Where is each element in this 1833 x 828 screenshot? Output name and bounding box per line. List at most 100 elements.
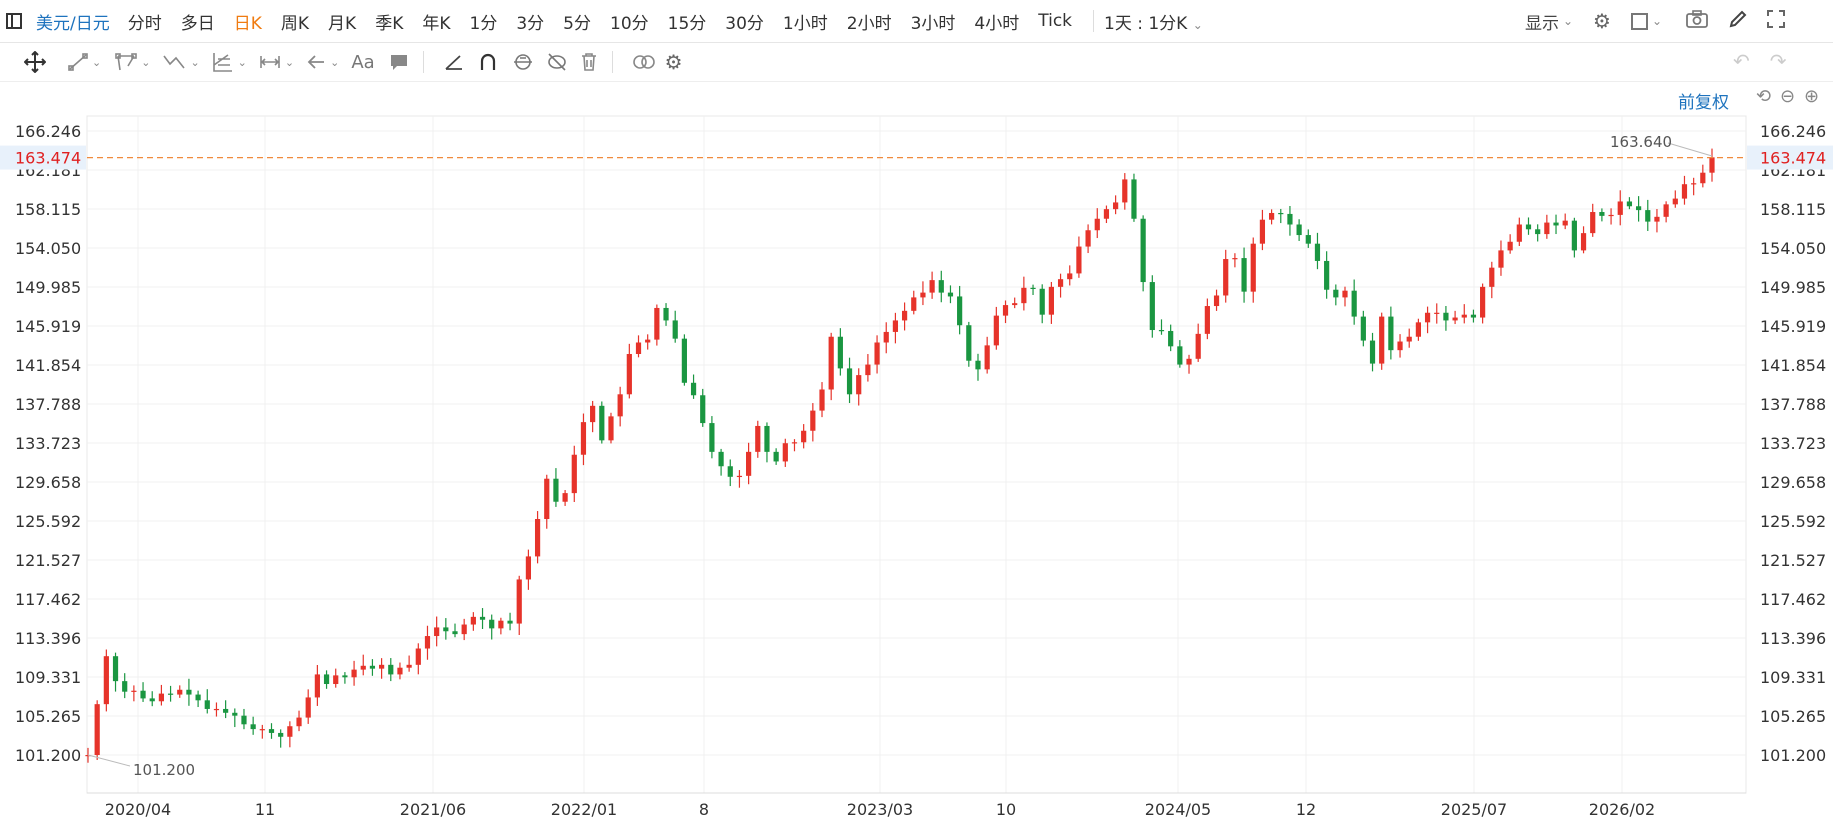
candle-body — [241, 715, 247, 725]
candle-body — [140, 690, 146, 699]
y-tick-label-right: 101.200 — [1760, 746, 1826, 765]
trend-line-tool[interactable]: ⌄ — [68, 53, 101, 71]
candle-body — [819, 389, 825, 411]
toolbar-divider — [1093, 10, 1095, 32]
fullscreen-icon[interactable] — [1766, 9, 1786, 34]
candle-body — [1709, 157, 1715, 173]
price-adjust-select[interactable]: 前复权 — [1678, 93, 1729, 113]
period-tab[interactable]: 4小时 — [974, 13, 1020, 34]
period-tab[interactable]: 分时 — [127, 13, 162, 34]
layout-square-icon[interactable] — [1630, 12, 1648, 30]
y-tick-label-right: 117.462 — [1760, 590, 1826, 609]
y-tick-label-left: 117.462 — [15, 590, 81, 609]
channel-tool[interactable]: ⌄ — [115, 52, 150, 72]
candle-body — [1204, 306, 1210, 334]
pencil-icon[interactable] — [1728, 9, 1748, 34]
candle-body — [1369, 340, 1376, 364]
candle-body — [599, 405, 605, 441]
undo-icon[interactable]: ↶ — [1733, 49, 1750, 73]
text-tool-icon[interactable]: Aa — [351, 51, 375, 73]
period-tab[interactable]: 3小时 — [910, 13, 956, 34]
y-tick-label-left: 154.050 — [15, 239, 81, 258]
sidebar-toggle-icon[interactable] — [6, 13, 22, 29]
candle-body — [947, 292, 954, 297]
x-tick-label: 2023/03 — [847, 800, 913, 819]
hide-drawings-icon[interactable] — [546, 52, 568, 72]
y-tick-label-right: 149.985 — [1760, 278, 1826, 297]
candle-body — [1002, 305, 1009, 316]
redo-icon[interactable]: ↷ — [1769, 49, 1787, 73]
candle-body — [1388, 316, 1394, 351]
candle-body — [856, 375, 862, 395]
period-tab[interactable]: 多日 — [180, 13, 215, 34]
chevron-down-icon: ⌄ — [141, 55, 151, 69]
trash-icon[interactable] — [580, 52, 598, 72]
candle-body — [920, 292, 926, 298]
period-tab[interactable]: 3分 — [516, 13, 545, 34]
period-tab[interactable]: 30分 — [725, 13, 764, 34]
zoom-out-icon[interactable]: ⊖ — [1780, 86, 1796, 107]
period-tab[interactable]: 10分 — [610, 13, 649, 34]
period-tab[interactable]: Tick — [1038, 11, 1073, 31]
candle-body — [177, 689, 183, 695]
fibonacci-tool[interactable]: ⌄ — [212, 51, 247, 73]
candle-body — [782, 443, 788, 462]
candle-body — [865, 364, 871, 376]
period-tab[interactable]: 2小时 — [846, 13, 892, 34]
candle-body — [645, 339, 651, 343]
chart-overlays: 163.474 163.474 163.640 101.200 — [0, 133, 1833, 779]
zoom-in-icon[interactable]: ⊕ — [1804, 86, 1820, 107]
y-tick-label-left: 141.854 — [15, 356, 81, 375]
candle-body — [1397, 341, 1403, 351]
candle-body — [993, 315, 999, 346]
period-tab[interactable]: 月K — [328, 13, 357, 34]
reset-icon[interactable]: ⟲ — [1756, 86, 1772, 107]
candle-body — [1333, 289, 1339, 298]
period-tab[interactable]: 15分 — [667, 13, 707, 34]
display-menu[interactable]: 显示 ⌄ — [1525, 0, 1573, 42]
y-tick-label-left: 129.658 — [15, 473, 81, 492]
candle-body — [755, 425, 761, 452]
period-tab-active[interactable]: 日K — [233, 13, 262, 34]
x-tick-label: 2025/07 — [1441, 800, 1507, 819]
candle-body — [443, 627, 449, 632]
period-toolbar: 美元/日元 分时 多日 日K 周K 月K 季K 年K 1分 3分 5分 10分 … — [0, 0, 1833, 43]
x-tick-label: 2020/04 — [105, 800, 171, 819]
angle-icon[interactable] — [444, 53, 464, 71]
period-tab[interactable]: 年K — [422, 13, 451, 34]
candle-body — [461, 624, 467, 635]
candle-body — [791, 442, 798, 444]
candle-body — [388, 664, 394, 675]
candle-body — [1691, 183, 1697, 185]
comment-icon[interactable] — [389, 53, 409, 71]
candle-body — [1544, 222, 1550, 235]
settings-gear-icon[interactable]: ⚙ — [664, 50, 683, 74]
interval-select[interactable]: 1天 : 1分K ⌄ — [1104, 9, 1203, 34]
candle-body — [379, 664, 385, 669]
period-tab[interactable]: 季K — [375, 13, 404, 34]
arrow-tool[interactable]: ⌄ — [306, 53, 339, 71]
candle-body — [103, 656, 109, 705]
measure-tool[interactable]: ⌄ — [259, 53, 294, 71]
period-tab[interactable]: 周K — [280, 13, 310, 34]
candle-body — [1067, 273, 1073, 280]
lock-drawing-icon[interactable] — [512, 52, 534, 72]
candle-body — [929, 280, 935, 293]
candle-body — [1654, 216, 1660, 222]
candle-body — [1140, 218, 1146, 283]
candle-body — [544, 478, 550, 520]
candle-body — [268, 729, 275, 733]
gear-icon[interactable]: ⚙ — [1593, 9, 1611, 33]
magnet-icon[interactable] — [478, 52, 498, 72]
compare-icon[interactable] — [631, 53, 657, 71]
period-tab[interactable]: 1小时 — [782, 13, 828, 34]
move-crosshair-icon[interactable] — [24, 51, 46, 73]
chevron-down-icon[interactable]: ⌄ — [1651, 14, 1662, 28]
wave-tool[interactable]: ⌄ — [162, 52, 200, 72]
symbol-label[interactable]: 美元/日元 — [36, 13, 110, 34]
camera-icon[interactable] — [1686, 9, 1708, 33]
period-tab[interactable]: 5分 — [563, 13, 591, 34]
period-tab[interactable]: 1分 — [469, 13, 498, 34]
candle-body — [342, 675, 348, 678]
